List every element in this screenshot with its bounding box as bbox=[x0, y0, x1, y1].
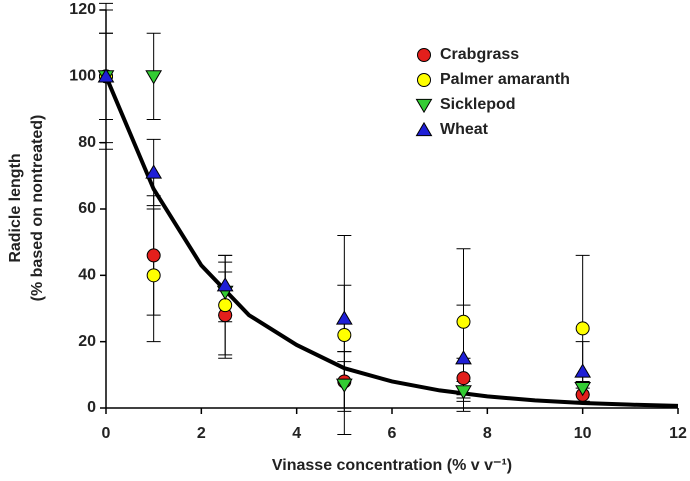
y-axis-label: Radicle length bbox=[7, 153, 24, 262]
legend-label: Sicklepod bbox=[440, 96, 516, 113]
x-tick-label: 8 bbox=[483, 425, 492, 442]
fit-curve bbox=[104, 75, 679, 408]
data-point bbox=[455, 385, 472, 400]
y-tick-label: 120 bbox=[69, 1, 96, 18]
x-tick-label: 2 bbox=[197, 425, 206, 442]
data-point bbox=[456, 314, 471, 329]
data-point bbox=[455, 350, 472, 365]
x-axis-label: Vinasse concentration (% v v⁻¹) bbox=[272, 457, 512, 474]
data-point bbox=[97, 68, 115, 83]
data-point bbox=[335, 310, 353, 325]
y-tick-label: 60 bbox=[78, 200, 96, 217]
legend-marker bbox=[415, 98, 433, 114]
legend-marker bbox=[417, 73, 431, 87]
y-tick-label: 20 bbox=[78, 333, 96, 350]
data-point bbox=[216, 277, 234, 292]
data-point bbox=[574, 363, 592, 378]
data-point bbox=[335, 378, 353, 393]
data-point bbox=[145, 164, 163, 179]
data-point bbox=[574, 381, 592, 397]
legend-label: Palmer amaranth bbox=[440, 71, 570, 88]
x-tick-label: 4 bbox=[292, 425, 301, 442]
data-point bbox=[146, 248, 161, 263]
data-point bbox=[456, 371, 471, 386]
data-point bbox=[146, 268, 161, 283]
data-point bbox=[218, 298, 233, 313]
legend-label: Crabgrass bbox=[440, 46, 519, 63]
y-tick-label: 0 bbox=[87, 399, 96, 416]
x-tick-label: 12 bbox=[669, 425, 687, 442]
data-point bbox=[575, 321, 590, 336]
x-tick-label: 0 bbox=[102, 425, 111, 442]
legend-marker bbox=[417, 48, 431, 62]
data-point bbox=[337, 328, 352, 343]
y-axis-label: (% based on nontreated) bbox=[29, 115, 46, 302]
y-tick-label: 80 bbox=[78, 134, 96, 151]
y-tick-label: 40 bbox=[78, 267, 96, 284]
x-tick-label: 10 bbox=[574, 425, 592, 442]
legend-label: Wheat bbox=[440, 121, 489, 138]
data-point bbox=[145, 70, 163, 85]
legend-marker bbox=[415, 121, 433, 137]
x-tick-label: 6 bbox=[388, 425, 397, 442]
y-tick-label: 100 bbox=[69, 68, 96, 85]
